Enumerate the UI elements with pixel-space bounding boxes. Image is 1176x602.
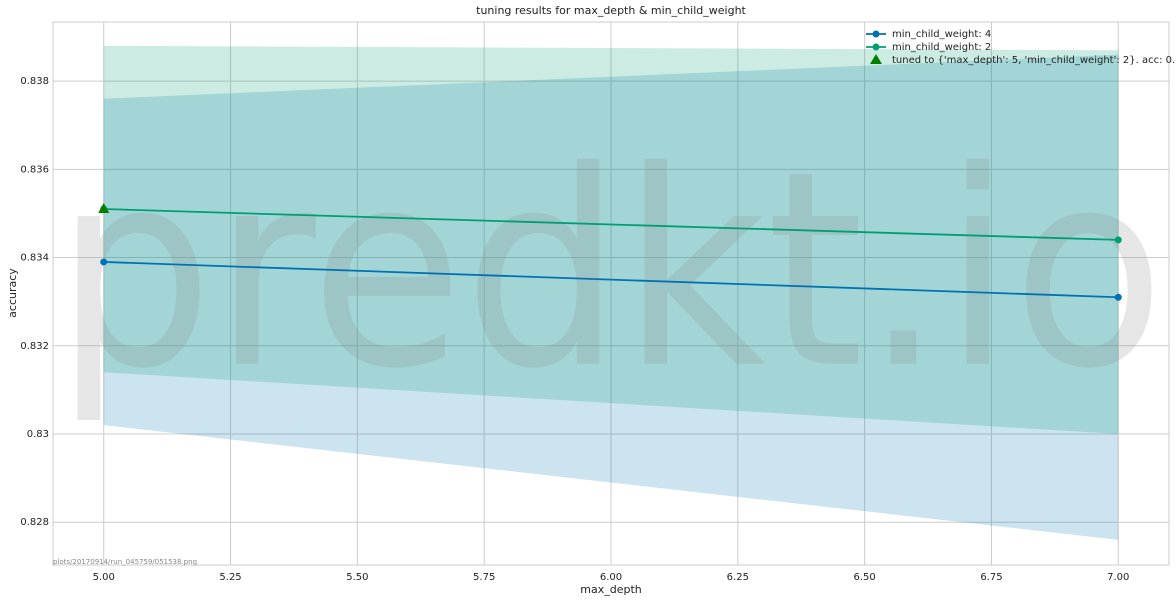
y-tick-label: 0.834	[20, 253, 49, 264]
x-axis-label: max_depth	[580, 583, 642, 596]
confidence-band	[103, 54, 1119, 540]
legend-label: tuned to {'max_depth': 5, 'min_child_wei…	[892, 55, 1176, 66]
legend-label: min_child_weight: 2	[892, 42, 991, 53]
series-point	[1114, 293, 1122, 301]
y-tick-label: 0.836	[20, 164, 49, 175]
watermark: predkt.io	[55, 113, 1165, 428]
footnote: plots/20170914/run_045759/051538.png	[53, 558, 197, 566]
legend-swatch	[872, 30, 880, 38]
x-tick-label: 6.50	[854, 572, 876, 583]
y-tick-label: 0.838	[20, 76, 49, 87]
confidence-band	[103, 45, 1119, 434]
y-axis-label: accuracy	[6, 268, 19, 318]
series-line	[103, 208, 1119, 241]
x-tick-label: 7.00	[1107, 572, 1129, 583]
legend-swatch	[872, 43, 880, 51]
legend-swatch	[870, 54, 882, 64]
plot-frame	[52, 21, 1170, 566]
x-tick-label: 6.25	[727, 572, 749, 583]
chart-title: tuning results for max_depth & min_child…	[476, 4, 746, 17]
series-point	[100, 258, 108, 266]
y-tick-label: 0.832	[20, 341, 49, 352]
series-point	[1114, 236, 1122, 244]
x-tick-label: 5.25	[219, 572, 241, 583]
x-tick-label: 6.00	[600, 572, 622, 583]
x-tick-label: 5.75	[473, 572, 495, 583]
x-tick-label: 5.00	[93, 572, 115, 583]
series-line	[103, 261, 1119, 299]
x-tick-label: 5.50	[346, 572, 368, 583]
y-tick-label: 0.83	[27, 429, 49, 440]
y-tick-label: 0.828	[20, 517, 49, 528]
best-marker	[98, 203, 110, 214]
legend-label: min_child_weight: 4	[892, 29, 991, 40]
x-tick-label: 6.75	[980, 572, 1002, 583]
